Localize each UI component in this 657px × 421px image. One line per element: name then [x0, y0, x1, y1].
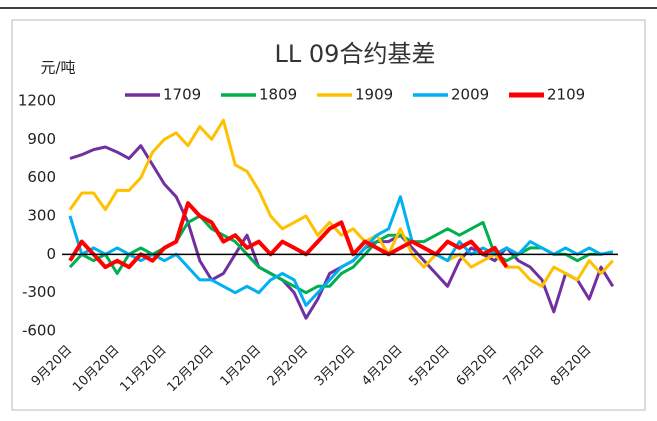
series-line — [68, 201, 509, 270]
legend-label: 1809 — [259, 86, 297, 104]
y-tick-label: 300 — [27, 207, 56, 225]
y-tick-label: 900 — [27, 130, 56, 148]
chart-frame — [11, 19, 646, 411]
legend-label: 2009 — [451, 86, 489, 104]
y-tick-label: 1200 — [18, 92, 56, 110]
y-tick-label: -600 — [22, 322, 56, 340]
y-tick-label: -300 — [22, 283, 56, 301]
y-tick-label: 0 — [46, 245, 56, 263]
series-line — [68, 118, 614, 288]
y-tick-label: 600 — [27, 168, 56, 186]
legend-label: 2109 — [547, 86, 585, 104]
legend-label: 1909 — [355, 86, 393, 104]
chart-title: LL 09合约基差 — [275, 40, 436, 68]
series-line — [68, 195, 614, 307]
y-axis-label: 元/吨 — [40, 59, 75, 77]
legend-label: 1709 — [163, 86, 201, 104]
